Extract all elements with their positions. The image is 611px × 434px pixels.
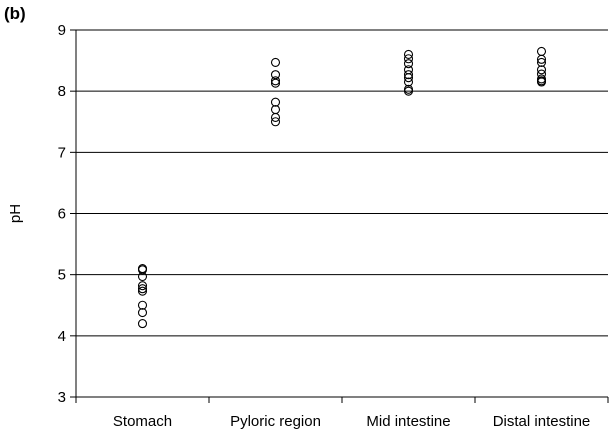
y-tick-label: 6	[58, 206, 66, 223]
data-point	[137, 319, 148, 329]
data-point	[137, 281, 148, 291]
data-point	[270, 112, 281, 123]
y-tick-labels: 3 4 5 6 7 8 9	[58, 22, 66, 406]
y-tick-label: 3	[58, 389, 66, 406]
data-point	[270, 57, 281, 67]
data-point	[270, 78, 281, 88]
y-tick-label: 5	[58, 267, 66, 284]
data-point	[270, 97, 281, 107]
data-point	[403, 70, 414, 80]
x-tick-label: Mid intestine	[366, 413, 450, 430]
data-point	[403, 54, 414, 64]
x-tick-label: Pyloric region	[230, 413, 321, 430]
y-tick-label: 4	[58, 328, 66, 345]
y-tick-label: 9	[58, 22, 66, 39]
gridlines	[76, 29, 608, 337]
data-point	[137, 271, 148, 282]
data-point	[536, 46, 547, 56]
data-point	[270, 70, 281, 80]
y-tick-label: 8	[58, 83, 66, 100]
data-point	[536, 54, 547, 64]
x-tick-label: Stomach	[113, 413, 172, 430]
x-tick-label: Distal intestine	[493, 413, 591, 430]
x-tick-labels: Stomach Pyloric region Mid intestine Distal…	[113, 413, 590, 430]
data-point	[403, 59, 414, 69]
data-point	[137, 284, 148, 294]
panel-label: (b)	[4, 4, 26, 23]
data-point	[137, 308, 148, 318]
data-point	[536, 57, 547, 67]
y-axis-title: pH	[7, 204, 24, 223]
data-point	[137, 265, 148, 275]
data-point	[403, 49, 414, 60]
data-point	[536, 77, 547, 87]
data-point	[403, 86, 414, 96]
data-point	[270, 117, 281, 127]
data-point	[137, 300, 148, 310]
data-point	[403, 73, 414, 83]
data-point	[270, 76, 281, 86]
data-point	[403, 77, 414, 87]
y-tick-label: 7	[58, 144, 66, 161]
data-point	[536, 65, 547, 75]
axes	[70, 29, 609, 403]
data-points	[137, 46, 547, 329]
data-point	[137, 286, 148, 296]
